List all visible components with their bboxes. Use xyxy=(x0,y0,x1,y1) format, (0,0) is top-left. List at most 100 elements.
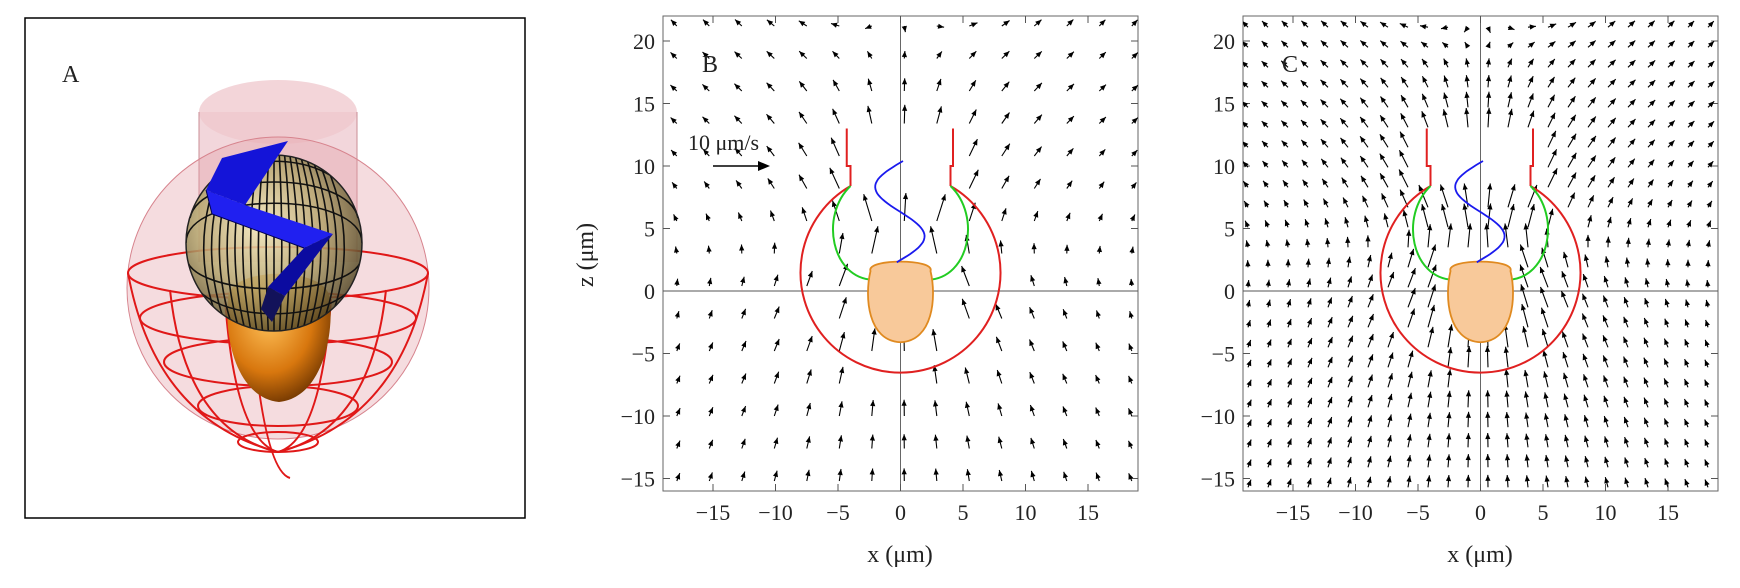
velocity-arrow-head xyxy=(1363,215,1369,223)
velocity-arrow-head xyxy=(832,51,839,58)
velocity-arrow-head xyxy=(869,468,875,475)
flagellum-ribbon xyxy=(205,141,333,322)
panel-c-xlabel: x (μm) xyxy=(1447,542,1513,568)
velocity-arrow-head xyxy=(995,304,1001,311)
velocity-arrow-head xyxy=(1504,390,1510,397)
velocity-arrow-head xyxy=(1263,180,1269,188)
velocity-arrow-head xyxy=(1325,257,1331,265)
velocity-arrow-head xyxy=(1604,477,1610,484)
velocity-arrow-head xyxy=(741,406,746,413)
velocity-arrow-head xyxy=(1644,278,1650,285)
velocity-arrow-head xyxy=(1243,21,1249,28)
velocity-arrow-head xyxy=(1582,293,1588,301)
velocity-arrow-head xyxy=(831,200,837,208)
velocity-arrow-head xyxy=(870,400,876,407)
velocity-arrow-head xyxy=(1095,472,1101,480)
velocity-arrow-head xyxy=(1399,150,1405,157)
velocity-arrow-head xyxy=(1266,319,1272,326)
velocity-arrow-head xyxy=(773,274,779,282)
velocity-arrow-head xyxy=(1380,96,1387,103)
velocity-arrow-head xyxy=(971,109,977,117)
velocity-arrow-head xyxy=(739,244,745,251)
velocity-arrow-head xyxy=(1466,346,1472,353)
velocity-arrow-head xyxy=(1504,433,1510,440)
velocity-arrow-head xyxy=(863,194,868,201)
velocity-arrow-head xyxy=(1708,81,1715,88)
x-tick-label: 5 xyxy=(958,500,969,525)
velocity-arrow-head xyxy=(964,367,970,374)
velocity-arrow-head xyxy=(1286,458,1292,466)
velocity-arrow-head xyxy=(1380,22,1387,28)
velocity-arrow-head xyxy=(799,111,805,119)
velocity-arrow-head xyxy=(1003,81,1010,88)
velocity-arrow-head xyxy=(829,167,835,175)
velocity-arrow-head xyxy=(734,83,741,90)
velocity-arrow-head xyxy=(1462,183,1468,190)
velocity-arrow-head xyxy=(831,22,838,28)
velocity-arrow-head xyxy=(704,181,710,188)
velocity-arrow-head xyxy=(1528,42,1535,48)
velocity-arrow-head xyxy=(1503,223,1509,230)
velocity-arrow-head xyxy=(1265,259,1271,266)
velocity-arrow-head xyxy=(1664,458,1670,465)
velocity-arrow-head xyxy=(970,51,977,58)
velocity-arrow-head xyxy=(1529,24,1536,30)
velocity-arrow-head xyxy=(1604,436,1609,443)
velocity-arrow-head xyxy=(1589,59,1596,66)
x-tick-label: −5 xyxy=(1406,500,1429,525)
velocity-arrow-head xyxy=(1629,138,1636,145)
velocity-arrow-head xyxy=(1243,161,1249,168)
velocity-arrow-head xyxy=(1031,243,1037,250)
velocity-arrow-head xyxy=(1030,470,1036,478)
velocity-arrow-head xyxy=(1563,414,1569,421)
velocity-arrow-head xyxy=(1360,97,1367,104)
panel-b-ylabel: z (μm) xyxy=(573,223,599,287)
velocity-arrow-head xyxy=(1130,182,1137,189)
velocity-arrow-head xyxy=(702,52,709,59)
velocity-arrow-head xyxy=(1301,159,1308,167)
interior-left xyxy=(1412,185,1454,281)
velocity-arrow-head xyxy=(933,400,939,407)
velocity-arrow-head xyxy=(1561,271,1567,278)
velocity-arrow-head xyxy=(1096,310,1101,317)
velocity-arrow-head xyxy=(1629,119,1636,126)
velocity-arrow-head xyxy=(1323,198,1329,206)
velocity-arrow-head xyxy=(1418,185,1424,192)
velocity-arrow-head xyxy=(1030,275,1036,282)
velocity-arrow-head xyxy=(1704,359,1710,367)
velocity-arrow-head xyxy=(1582,274,1588,281)
velocity-arrow-head xyxy=(1583,415,1589,422)
velocity-arrow-head xyxy=(1648,139,1655,146)
velocity-arrow-head xyxy=(1261,81,1268,88)
velocity-arrow-head xyxy=(1485,411,1491,418)
velocity-arrow-head xyxy=(1443,75,1449,83)
velocity-arrow-head xyxy=(1686,220,1691,227)
velocity-arrow-head xyxy=(1410,288,1416,295)
velocity-arrow-head xyxy=(1246,320,1251,327)
sphere-rib xyxy=(310,155,330,331)
velocity-arrow-head xyxy=(1386,476,1392,483)
velocity-arrow-head xyxy=(1285,259,1291,266)
interior-left xyxy=(832,185,874,281)
velocity-arrow-head xyxy=(1523,370,1529,377)
velocity-arrow-head xyxy=(1604,456,1610,464)
velocity-arrow-head xyxy=(1645,238,1651,245)
velocity-arrow-head xyxy=(1465,411,1471,418)
velocity-arrow-head xyxy=(1305,238,1311,246)
velocity-arrow-head xyxy=(1286,398,1292,406)
velocity-arrow-head xyxy=(1380,40,1387,47)
velocity-arrow-head xyxy=(1347,416,1353,423)
panel-b: −15 −10 −5 0 5 10 15 −15 −10 −5 0 5 10 15 20 B 10 μm/s… xyxy=(573,15,1139,568)
velocity-arrow-head xyxy=(1570,114,1576,122)
velocity-arrow-head xyxy=(703,19,709,26)
velocity-arrow-head xyxy=(1387,393,1393,401)
velocity-arrow-head xyxy=(1095,407,1101,414)
velocity-arrow-head xyxy=(1344,217,1350,224)
velocity-arrow-head xyxy=(937,106,943,113)
velocity-arrow-head xyxy=(1243,101,1248,108)
velocity-arrow-head xyxy=(773,437,779,445)
x-tick-label: 10 xyxy=(1595,500,1617,525)
velocity-arrow-head xyxy=(1341,177,1348,184)
velocity-arrow-head xyxy=(970,80,976,87)
velocity-arrow-head xyxy=(670,19,677,26)
